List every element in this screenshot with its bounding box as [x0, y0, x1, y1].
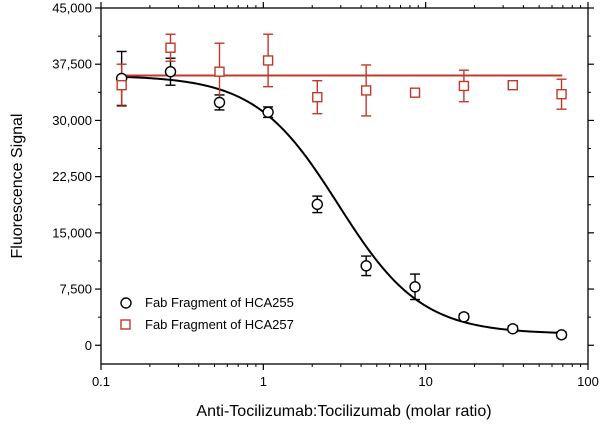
y-axis-title: Fluorescence Signal	[9, 114, 26, 259]
data-point-series-1	[507, 79, 518, 91]
legend-marker-hca255	[120, 297, 132, 309]
data-point-series-1	[409, 87, 421, 98]
data-point-series-1	[165, 42, 176, 53]
data-point-series-0	[555, 329, 568, 341]
legend-label-hca257: Fab Fragment of HCA257	[145, 317, 294, 332]
legend: Fab Fragment of HCA255 Fab Fragment of H…	[120, 295, 294, 332]
y-tick-label: 37,500	[52, 57, 92, 72]
data-point-series-0	[458, 311, 470, 323]
data-point-series-1	[262, 55, 274, 66]
tick-labels: 0 7,500 15,000 22,500 30,000 37,500 45,000 0.1 1…	[52, 1, 599, 390]
data-point-series-1	[312, 91, 323, 103]
data-points	[115, 42, 568, 341]
data-point-series-1	[360, 85, 372, 96]
y-tick-label: 0	[85, 338, 92, 353]
x-tick-label: 1	[260, 374, 267, 389]
x-tick-label: 100	[577, 374, 599, 389]
data-point-series-0	[409, 281, 421, 293]
x-axis-title: Anti-Tocilizumab:Tocilizumab (molar rati…	[196, 403, 491, 420]
data-point-series-0	[213, 96, 226, 109]
fit-curve-series-0	[120, 75, 563, 334]
data-point-series-0	[164, 66, 177, 78]
legend-marker-hca257	[120, 319, 131, 330]
error-bars	[116, 33, 567, 339]
data-point-series-1	[116, 79, 127, 91]
data-point-series-1	[214, 66, 225, 77]
y-tick-label: 7,500	[59, 282, 92, 297]
data-point-series-0	[360, 260, 372, 272]
y-tick-label: 15,000	[52, 225, 92, 240]
data-point-series-0	[262, 106, 274, 118]
axis-ticks	[95, 2, 594, 370]
plot-frame	[100, 7, 589, 365]
y-tick-label: 22,500	[52, 169, 92, 184]
legend-label-hca255: Fab Fragment of HCA255	[145, 295, 294, 310]
data-point-series-0	[311, 198, 323, 211]
x-tick-label: 10	[418, 374, 432, 389]
data-point-series-1	[556, 88, 567, 100]
fit-curves	[120, 74, 563, 334]
x-tick-label: 0.1	[92, 374, 110, 389]
y-tick-label: 45,000	[52, 1, 92, 16]
data-point-series-0	[507, 323, 519, 335]
data-point-series-1	[458, 80, 470, 92]
y-tick-label: 30,000	[52, 113, 92, 128]
